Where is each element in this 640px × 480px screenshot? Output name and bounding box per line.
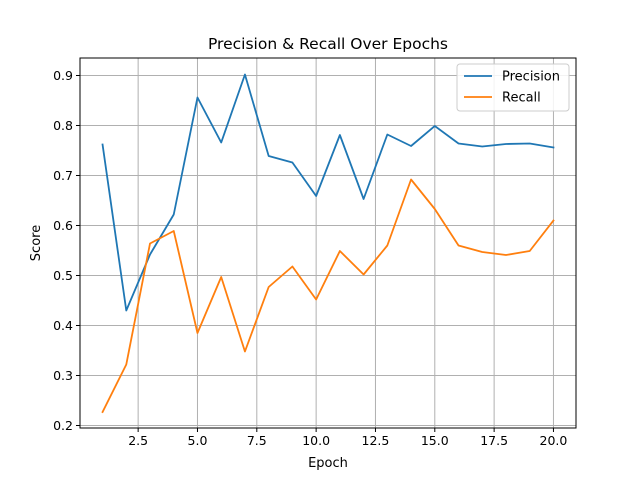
precision-line [101,73,555,312]
x-tick-label: 17.5 [480,433,508,448]
axis-ticks: 2.5 5.0 7.5 10.0 12.5 15.0 17.5 20.0 0.2 0.3 0.4 0.… [53,68,567,448]
x-tick-label: 15.0 [421,433,449,448]
y-tick-label: 0.6 [53,218,73,233]
x-tick-label: 10.0 [302,433,330,448]
recall-legend-label: Recall [502,91,541,106]
chart-title: Precision & Recall Over Epochs [208,35,448,53]
precision-legend-label: Precision [502,70,560,85]
y-tick-label: 0.4 [53,318,73,333]
y-tick-label: 0.9 [53,68,73,83]
x-tick-label: 12.5 [362,433,390,448]
y-axis-label: Score [29,225,44,261]
x-axis-label: Epoch [308,456,348,471]
series-lines [101,73,555,414]
x-tick-label: 7.5 [247,433,267,448]
x-tick-label: 20.0 [540,433,568,448]
y-tick-label: 0.3 [53,368,73,383]
x-tick-label: 2.5 [128,433,148,448]
x-tick-label: 5.0 [188,433,208,448]
recall-line [101,178,555,414]
y-tick-label: 0.5 [53,268,73,283]
y-tick-label: 0.7 [53,168,73,183]
legend: Precision Recall [456,63,570,112]
y-tick-label: 0.2 [53,418,73,433]
grid [80,58,576,428]
plot-frame [79,57,577,429]
y-tick-label: 0.8 [53,118,73,133]
